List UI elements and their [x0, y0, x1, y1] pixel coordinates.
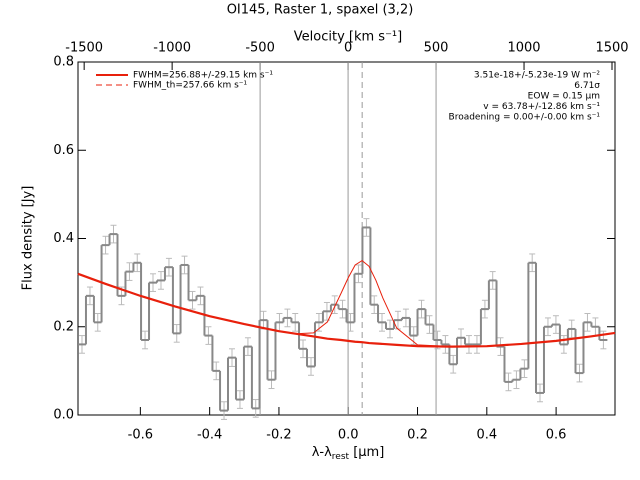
y-tick-label: 0.4	[53, 231, 74, 246]
x-tick-label: 0.0	[338, 428, 359, 443]
x2-tick-label: -500	[245, 41, 275, 56]
x2-tick-label: 0	[344, 41, 352, 56]
x2-tick-label: 1500	[595, 41, 628, 56]
y-axis-label: Flux density [Jy]	[21, 186, 36, 291]
y-tick-label: 0.2	[53, 319, 74, 334]
legend-label: FWHM_th=257.66 km s⁻¹	[133, 81, 248, 91]
x-tick-label: -0.6	[128, 428, 153, 443]
x-tick-label: 0.6	[546, 428, 567, 443]
annotation: 3.51e-18+/-5.23e-19 W m⁻²	[474, 71, 601, 81]
legend-label: FWHM=256.88+/-29.15 km s⁻¹	[133, 71, 273, 81]
y-tick-label: 0.0	[53, 408, 74, 423]
x-tick-label: -0.4	[197, 428, 222, 443]
x2-tick-label: 500	[424, 41, 449, 56]
annotation: EOW = 0.15 μm	[528, 92, 600, 102]
x-label-unit: [μm]	[349, 445, 384, 460]
x2-axis-label: Velocity [km s⁻¹]	[294, 30, 402, 45]
x-tick-label: -0.2	[266, 428, 291, 443]
annotation: Broadening = 0.00+/-0.00 km s⁻¹	[449, 113, 601, 123]
x-axis-label: λ-λrest [μm]	[312, 445, 385, 462]
x2-tick-label: -1000	[153, 41, 191, 56]
x2-tick-label: -1500	[65, 41, 103, 56]
x-label-main: λ-λ	[312, 445, 332, 460]
x-tick-label: 0.4	[476, 428, 497, 443]
chart-title: OI145, Raster 1, spaxel (3,2)	[227, 3, 414, 18]
y-tick-label: 0.6	[53, 143, 74, 158]
x-tick-label: 0.2	[407, 428, 428, 443]
annotation: v = 63.78+/-12.86 km s⁻¹	[483, 102, 600, 112]
x2-tick-label: 1000	[507, 41, 540, 56]
fit-curve	[77, 259, 616, 348]
annotation: 6.71σ	[574, 81, 600, 91]
y-tick-label: 0.8	[53, 55, 74, 70]
x-label-sub: rest	[332, 452, 350, 462]
